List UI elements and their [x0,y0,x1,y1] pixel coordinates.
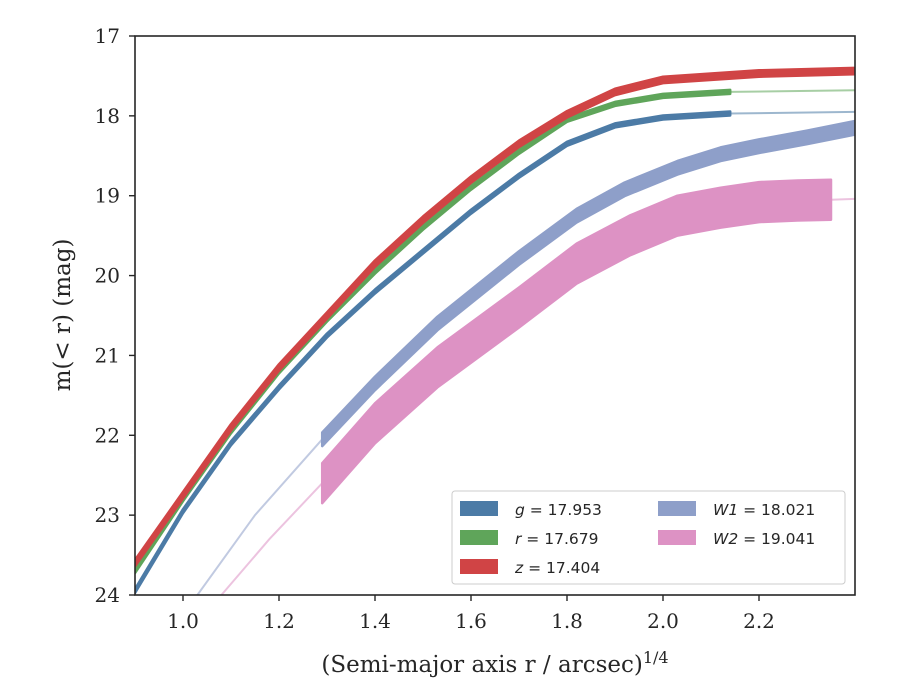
x-tick-label: 1.0 [167,609,199,633]
series-g-extrapolated-tail [730,110,855,115]
legend-item-g-label: g = 17.953 [515,501,602,519]
legend-item-z-band-name: z [514,559,524,577]
x-axis-label-text: (Semi-major axis r / arcsec) [321,652,642,678]
series-w1-band [320,119,855,448]
series-w2-band [320,178,833,505]
y-tick-label: 21 [95,343,120,367]
axes: 1.0 1.2 1.4 1.6 1.8 2.0 2.2 17 18 19 20 21 22 23 24 [95,24,856,633]
y-tick-label: 23 [95,503,120,527]
x-tick-label: 1.6 [455,609,487,633]
y-tick-label: 24 [95,583,120,607]
series-w2-extrapolated-tail [830,197,855,201]
legend-item-w1-label: W1 = 18.021 [713,501,815,519]
series-w1-extrapolated-line [196,438,323,595]
legend-item-z-swatch [460,559,498,574]
x-tick-label: 1.4 [359,609,391,633]
series-g-band [135,110,732,595]
series-w2-extrapolated-line [220,482,323,595]
legend-item-g-band-name: g [515,501,525,519]
legend-item-r-band-name: r [515,530,523,548]
y-tick-label: 19 [95,184,120,208]
y-tick-label: 18 [95,104,120,128]
y-tick-label: 17 [95,24,120,48]
x-tick-label: 2.2 [743,609,775,633]
x-axis-label-superscript: 1/4 [643,648,669,667]
legend-item-w2-magnitude: = 19.041 [738,530,815,548]
y-tick-label: 20 [95,264,120,288]
series-r-extrapolated-tail [730,89,855,93]
legend-item-w2-label: W2 = 19.041 [713,530,815,548]
legend-box [451,490,846,585]
legend-item-r-swatch [460,530,498,545]
series-z-band [135,66,855,568]
x-tick-label: 2.0 [647,609,679,633]
legend-item-w1-magnitude: = 18.021 [738,501,815,519]
legend-item-w2-swatch [658,530,696,545]
legend-item-w2-band-name: W2 [713,530,738,548]
legend-item-w1-band-name: W1 [713,501,738,519]
plot-frame [134,35,856,596]
x-axis-label: (Semi-major axis r / arcsec)1/4 [321,648,668,678]
legend-item-r-magnitude: = 17.679 [521,530,598,548]
y-axis-label: m(< r) (mag) [50,239,76,392]
x-tick-label: 1.8 [551,609,583,633]
legend-item-w1-swatch [658,501,696,516]
plot-area [135,66,855,595]
y-tick-label: 22 [95,423,120,447]
legend-item-g-swatch [460,501,498,516]
legend-item-z-magnitude: = 17.404 [523,559,600,577]
x-tick-label: 1.2 [263,609,295,633]
legend-item-g-magnitude: = 17.953 [525,501,602,519]
legend-item-z-label: z = 17.404 [514,559,600,577]
legend-item-r-label: r = 17.679 [515,530,598,548]
